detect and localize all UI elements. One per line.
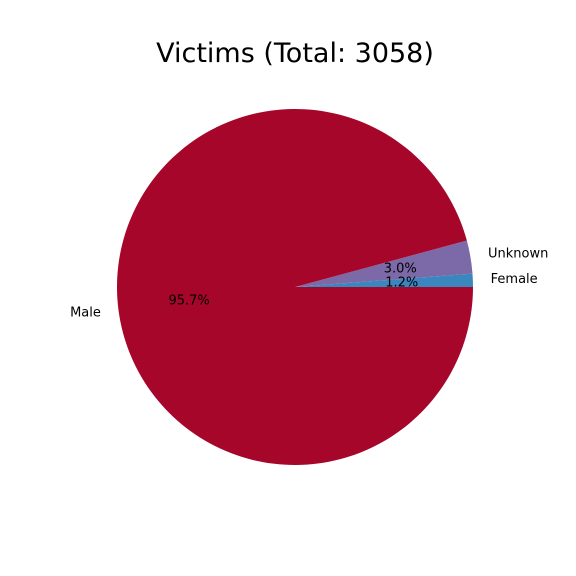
pct-label-female: 1.2% (385, 275, 418, 290)
slice-male (116, 109, 473, 466)
chart-title: Victims (Total: 3058) (156, 38, 434, 69)
slice-female (295, 273, 473, 287)
pct-label-unknown: 3.0% (384, 261, 417, 276)
slice-label-unknown: Unknown (488, 246, 548, 261)
slice-unknown (295, 240, 473, 287)
pie-labels: Female 1.2% Unknown 3.0% Male 95.7% (70, 246, 548, 320)
pie-slices (116, 109, 473, 466)
slice-label-female: Female (491, 272, 538, 287)
slice-label-male: Male (70, 305, 101, 320)
pct-label-male: 95.7% (168, 294, 209, 309)
